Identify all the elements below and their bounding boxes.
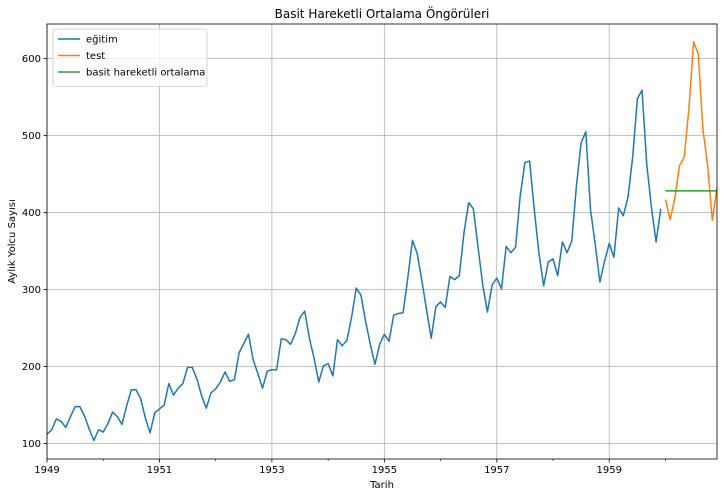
legend-label: test <box>86 51 105 62</box>
x-tick-label: 1951 <box>147 465 172 476</box>
chart-title: Basit Hareketli Ortalama Öngörüleri <box>275 5 490 21</box>
legend-label: basit hareketli ortalama <box>86 68 205 79</box>
x-axis-title: Tarih <box>369 480 394 491</box>
plot-area <box>46 23 718 460</box>
y-tick-label: 400 <box>22 208 41 219</box>
series-line-1 <box>664 40 717 222</box>
x-tick-label: 1957 <box>484 465 509 476</box>
x-tick-label: 1949 <box>34 465 59 476</box>
x-tick-label: 1959 <box>597 465 622 476</box>
y-tick-label: 100 <box>22 439 41 450</box>
y-tick-label: 300 <box>22 285 41 296</box>
y-tick-label: 600 <box>22 54 41 65</box>
y-tick-label: 200 <box>22 362 41 373</box>
legend: eğitim test basit hareketli ortalama <box>52 28 208 87</box>
legend-label: eğitim <box>86 34 118 46</box>
x-tick-label: 1955 <box>372 465 397 476</box>
legend-box <box>52 28 208 87</box>
x-tick-label: 1953 <box>259 465 284 476</box>
y-tick-label: 500 <box>22 131 41 142</box>
series-line-0 <box>47 89 662 442</box>
y-axis-title: Aylık Yolcu Sayısı <box>7 199 18 283</box>
